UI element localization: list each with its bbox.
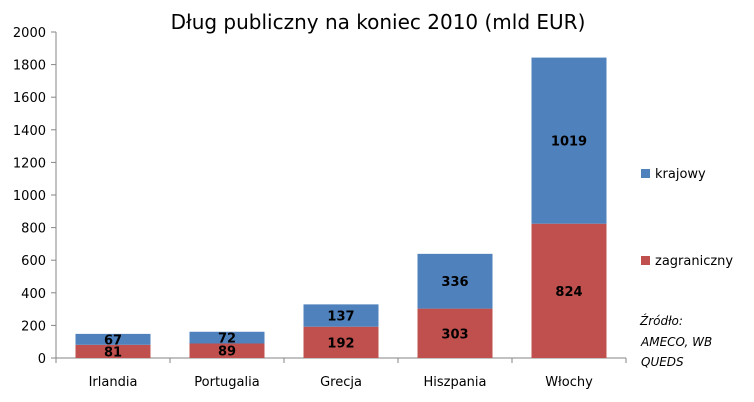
chart-title: Dług publiczny na koniec 2010 (mld EUR) — [171, 10, 586, 34]
data-label-zagraniczny: 89 — [218, 345, 236, 360]
y-tick-label: 200 — [21, 319, 46, 334]
bar-zagraniczny-grecja — [303, 326, 379, 358]
y-tick-label: 1000 — [13, 189, 46, 204]
y-tick-label: 0 — [38, 352, 46, 367]
bar-zagraniczny-irlandia — [75, 344, 151, 358]
data-label-krajowy: 72 — [218, 332, 236, 347]
bar-krajowy-grecja — [303, 304, 379, 327]
legend-swatch-zagraniczny — [641, 256, 650, 265]
data-label-zagraniczny: 303 — [441, 327, 468, 342]
y-tick-label: 400 — [21, 287, 46, 302]
x-tick-labels: Irlandia Portugalia Grecja Hiszpania Włochy — [89, 375, 594, 390]
legend-label-krajowy: krajowy — [655, 167, 706, 182]
source-line: Źródło: — [639, 313, 683, 328]
x-tick-label: Grecja — [320, 375, 362, 390]
bar-krajowy-portugalia — [189, 331, 265, 344]
data-label-krajowy: 137 — [327, 310, 354, 325]
y-tick-label: 1400 — [13, 124, 46, 139]
bar-krajowy-hiszpania — [417, 253, 493, 309]
bar-zagraniczny-włochy — [531, 223, 607, 358]
x-tick-label: Włochy — [545, 375, 593, 390]
legend-swatch-krajowy — [641, 169, 650, 178]
bar-krajowy-włochy — [531, 57, 607, 224]
data-label-krajowy: 336 — [441, 275, 468, 290]
legend: krajowy zagraniczny — [641, 167, 733, 269]
source-line: QUEDS — [641, 355, 684, 369]
y-tick-label: 1800 — [13, 59, 46, 74]
x-tick-label: Irlandia — [89, 375, 138, 390]
legend-label-zagraniczny: zagraniczny — [655, 254, 733, 269]
data-label-krajowy: 1019 — [551, 135, 587, 150]
x-tick-label: Portugalia — [194, 375, 259, 390]
y-tick-label: 2000 — [13, 26, 46, 41]
source-note: Źródło: AMECO, WB QUEDS — [639, 313, 712, 369]
data-label-zagraniczny: 824 — [555, 285, 582, 300]
data-label-zagraniczny: 81 — [104, 345, 122, 360]
data-label-zagraniczny: 192 — [327, 336, 354, 351]
axes: 0 200 400 600 800 1000 1200 1400 1600 1800 2000 — [13, 26, 627, 367]
y-tick-label: 1200 — [13, 156, 46, 171]
y-tick-label: 800 — [21, 222, 46, 237]
x-tick-label: Hiszpania — [423, 375, 486, 390]
bar-zagraniczny-hiszpania — [417, 308, 493, 358]
source-line: AMECO, WB — [640, 335, 712, 349]
y-tick-label: 1600 — [13, 91, 46, 106]
y-tick-label: 600 — [21, 254, 46, 269]
bars — [75, 57, 607, 358]
data-label-krajowy: 67 — [104, 333, 122, 348]
bar-krajowy-irlandia — [75, 333, 151, 345]
bar-zagraniczny-portugalia — [189, 343, 265, 358]
